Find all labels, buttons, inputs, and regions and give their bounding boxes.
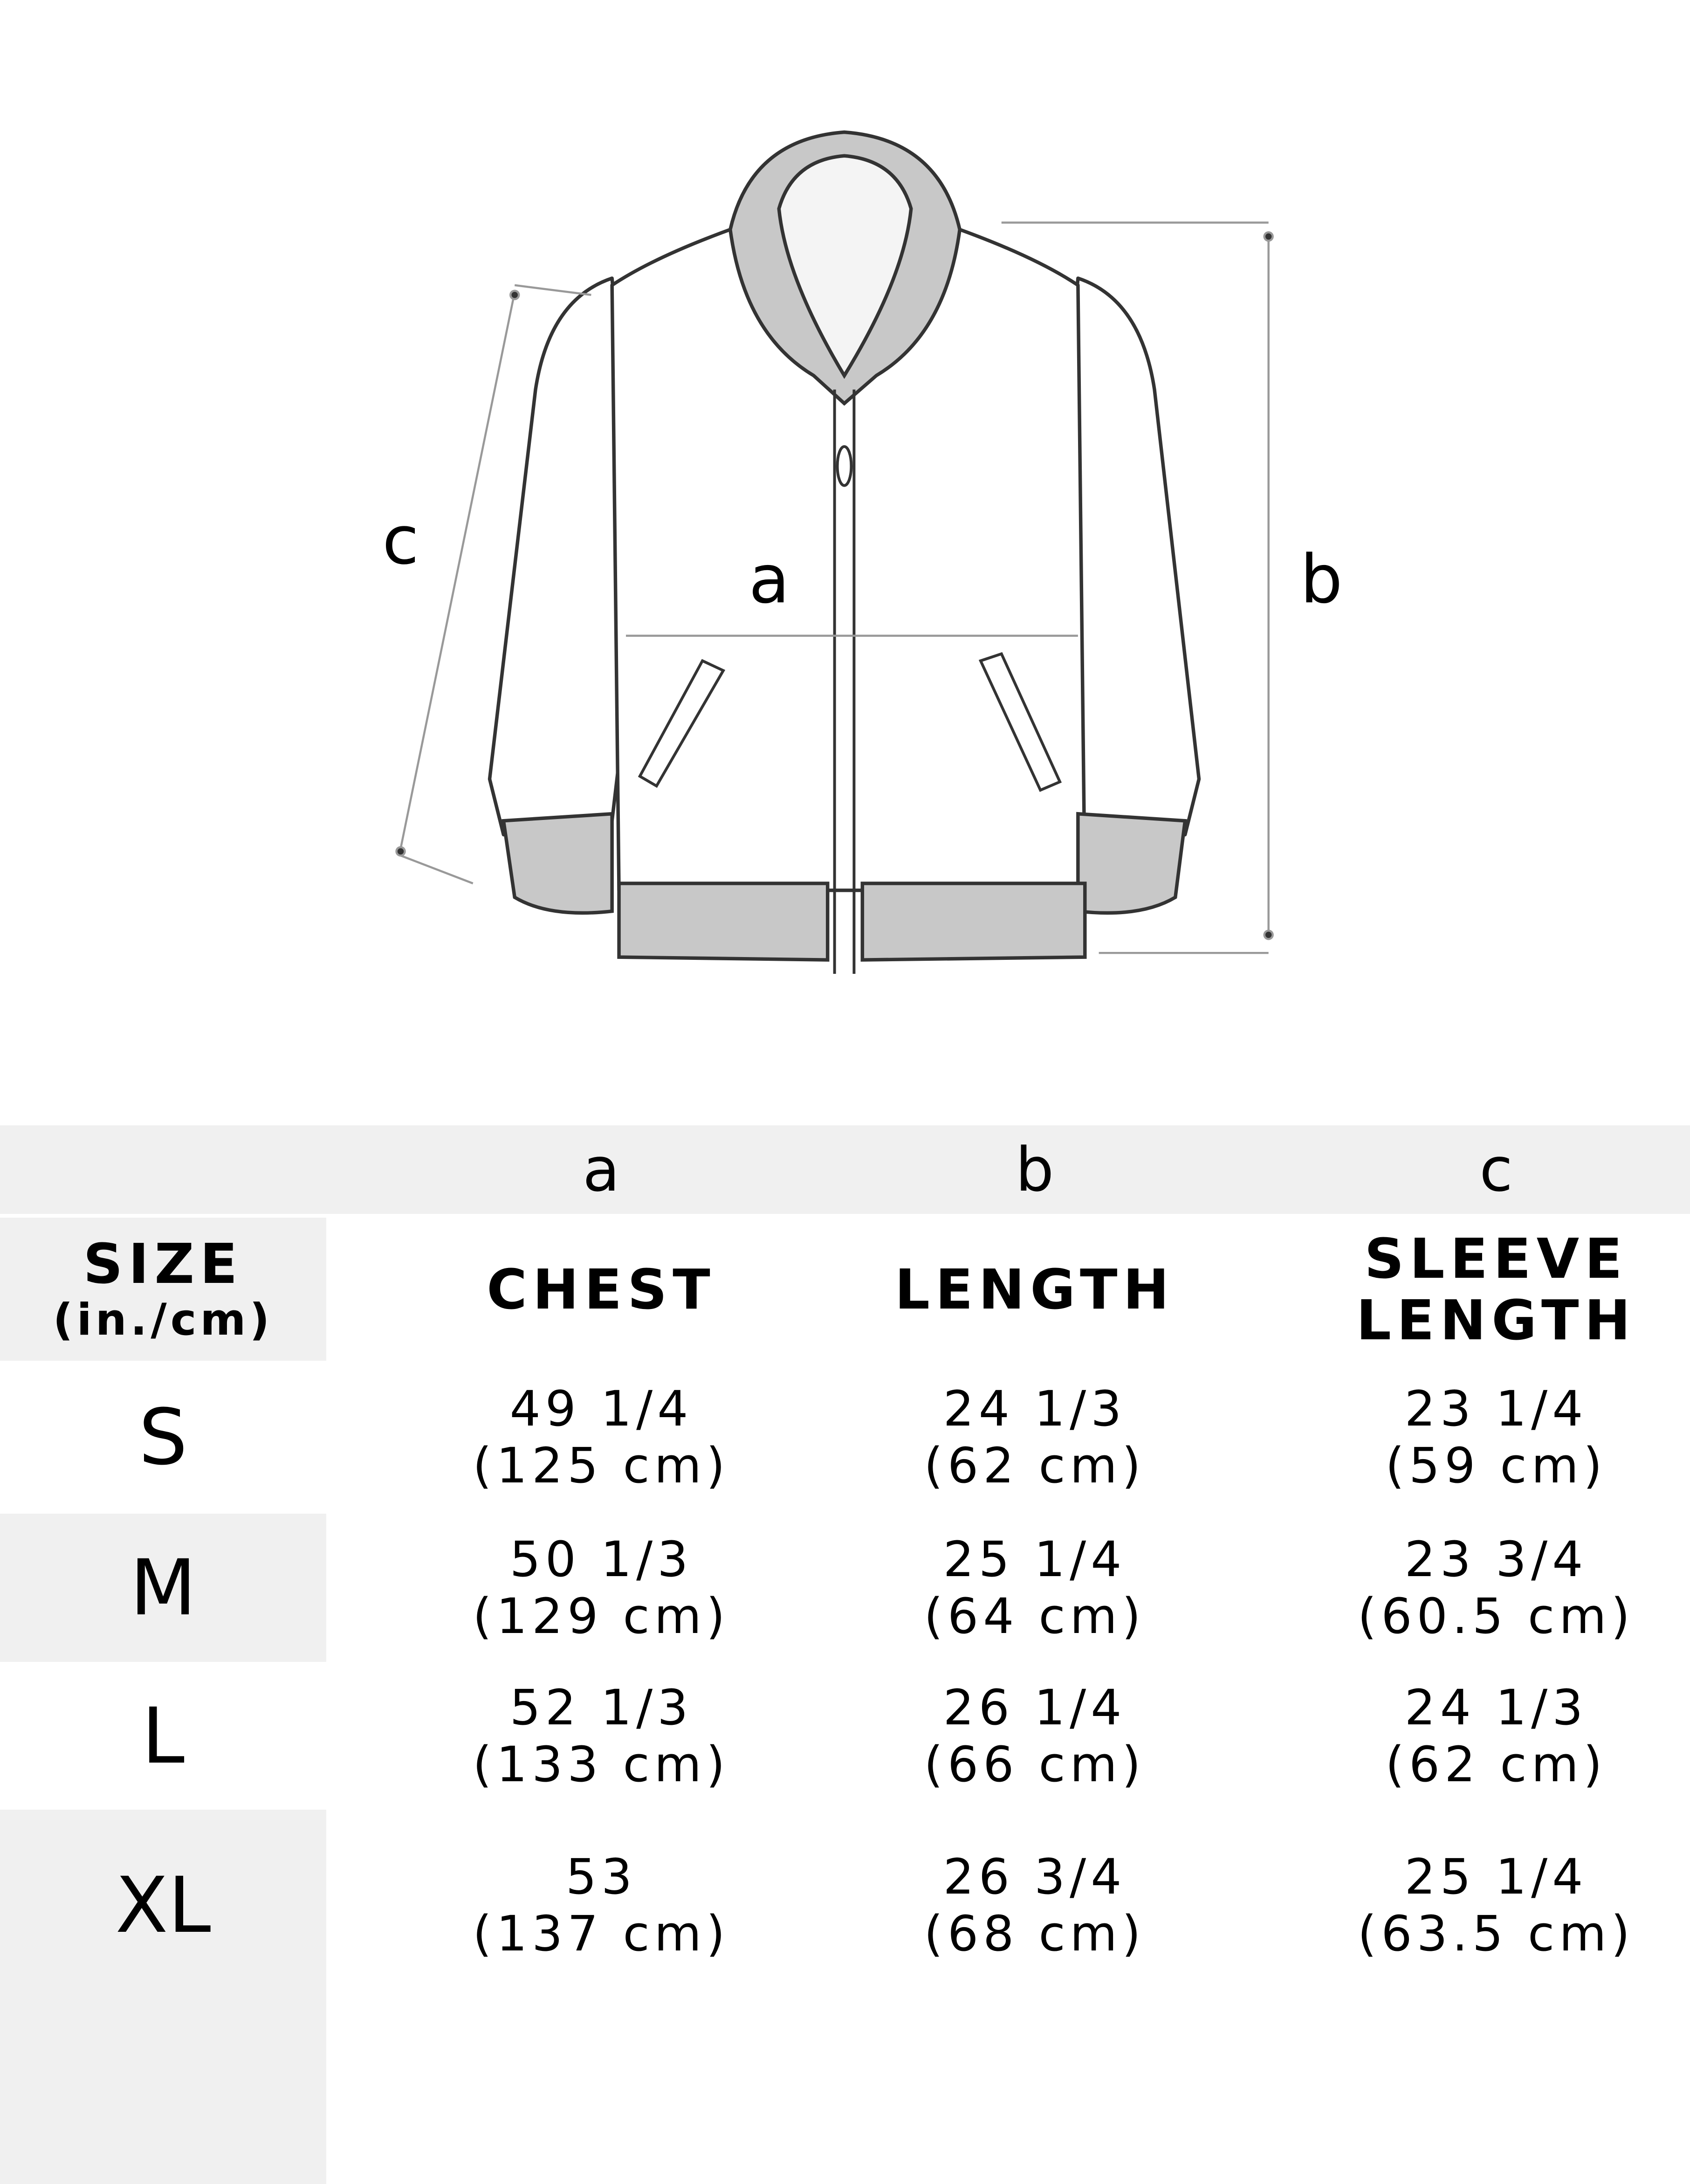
label-a: a: [749, 540, 790, 618]
size-cell-fill: [0, 2001, 326, 2184]
right-pocket: [978, 652, 1062, 792]
size-cell: M: [0, 1514, 326, 1662]
left-cuff: [502, 812, 614, 915]
length-header: LENGTH: [894, 1257, 1175, 1322]
sleeve-value-cell: 25 1/4 (63.5 cm): [1357, 1848, 1635, 1962]
chest-header: CHEST: [487, 1257, 716, 1322]
length-value-cell: 24 1/3 (62 cm): [924, 1380, 1146, 1494]
col-letter-c: c: [1479, 1134, 1513, 1205]
size-header: SIZE (in./cm): [0, 1218, 326, 1361]
length-value-cell: 25 1/4 (64 cm): [924, 1531, 1146, 1645]
right-cuff: [1076, 812, 1187, 915]
label-b: b: [1300, 540, 1343, 618]
left-pocket: [638, 659, 726, 788]
size-cell: XL: [0, 1810, 326, 2001]
letter-row: [0, 1125, 1690, 1214]
jacket-diagram: a b c: [382, 130, 1343, 974]
label-c: c: [382, 502, 419, 579]
sleeve-value-cell: 23 1/4 (59 cm): [1385, 1380, 1607, 1494]
length-value-cell: 26 3/4 (68 cm): [924, 1848, 1146, 1962]
col-letter-b: b: [1015, 1134, 1054, 1205]
left-sleeve: [488, 276, 642, 837]
sleeve-length-header: SLEEVE LENGTH: [1356, 1226, 1636, 1352]
size-cell: L: [142, 1691, 185, 1781]
chest-value-cell: 52 1/3 (133 cm): [473, 1679, 730, 1793]
jacket-body: [610, 227, 1087, 892]
sleeve-value-cell: 24 1/3 (62 cm): [1385, 1679, 1607, 1793]
chest-value-cell: 50 1/3 (129 cm): [473, 1531, 730, 1645]
right-sleeve: [1048, 276, 1201, 837]
sleeve-value-cell: 23 3/4 (60.5 cm): [1357, 1531, 1635, 1645]
chest-value-cell: 49 1/4 (125 cm): [473, 1380, 730, 1494]
size-cell: S: [138, 1392, 188, 1482]
chest-value-cell: 53 (137 cm): [473, 1848, 730, 1962]
length-value-cell: 26 1/4 (66 cm): [924, 1679, 1146, 1793]
waistband-left: [617, 882, 830, 962]
waistband-right: [860, 882, 1087, 962]
col-letter-a: a: [583, 1134, 620, 1205]
